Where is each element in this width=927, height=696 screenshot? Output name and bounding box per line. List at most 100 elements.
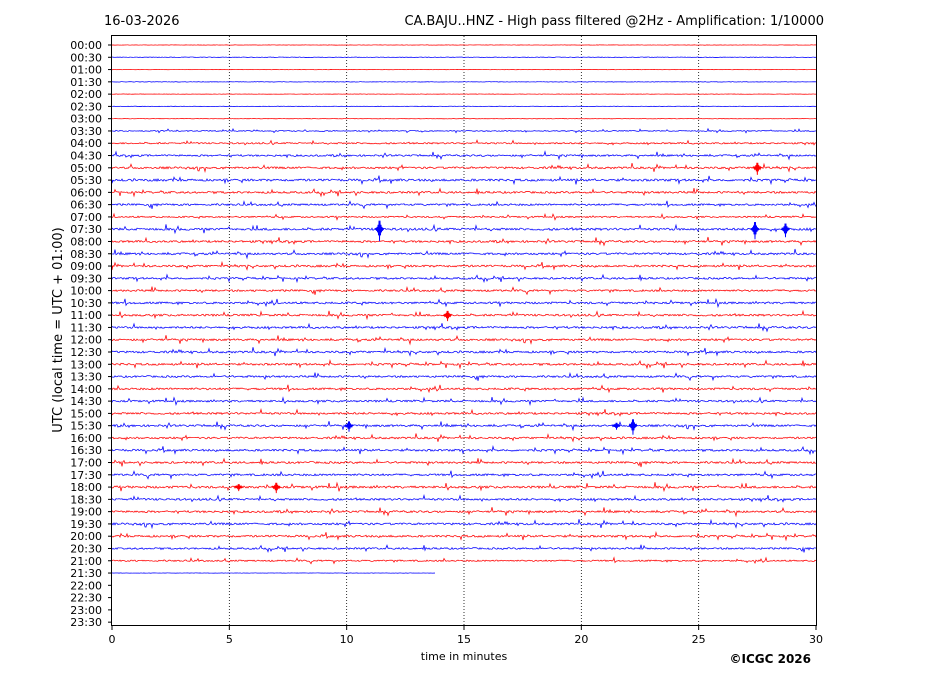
y-tick-label: 13:00 xyxy=(70,358,102,371)
y-tick-label: 21:30 xyxy=(70,567,102,580)
y-tick-label: 03:00 xyxy=(70,113,102,126)
trace-line xyxy=(111,470,817,480)
y-tick-label: 05:30 xyxy=(70,174,102,187)
trace-line xyxy=(111,481,817,493)
y-tick-label: 19:30 xyxy=(70,518,102,531)
trace-line xyxy=(111,518,817,530)
chart-title: CA.BAJU..HNZ - High pass filtered @2Hz -… xyxy=(405,14,825,29)
y-tick-label: 14:30 xyxy=(70,395,102,408)
y-tick-label: 00:00 xyxy=(70,39,102,52)
y-tick-label: 06:00 xyxy=(70,186,102,199)
x-tick-label: 25 xyxy=(692,633,706,646)
y-tick-label: 01:30 xyxy=(70,76,102,89)
trace-line xyxy=(111,273,817,284)
y-tick-label: 17:00 xyxy=(70,457,102,470)
x-ticks: 0 5 10 15 20 25 30 xyxy=(109,626,823,646)
y-tick-label: 12:00 xyxy=(70,334,102,347)
trace-line xyxy=(111,236,817,247)
x-tick-label: 15 xyxy=(457,633,471,646)
y-tick-label: 11:30 xyxy=(70,321,102,334)
trace-line xyxy=(111,544,817,553)
y-tick-label: 10:00 xyxy=(70,285,102,298)
y-tick-label: 18:30 xyxy=(70,493,102,506)
y-tick-label: 18:00 xyxy=(70,481,102,494)
y-tick-label: 15:00 xyxy=(70,407,102,420)
trace-line xyxy=(111,139,817,146)
event-spike xyxy=(375,220,384,242)
y-tick-label: 22:00 xyxy=(70,579,102,592)
event-spike xyxy=(628,419,638,435)
y-tick-label: 06:30 xyxy=(70,199,102,212)
y-tick-label: 22:30 xyxy=(70,592,102,605)
trace-line xyxy=(111,322,817,333)
y-tick-label: 20:30 xyxy=(70,542,102,555)
y-tick-label: 08:30 xyxy=(70,248,102,261)
date-label: 16-03-2026 xyxy=(104,14,180,29)
y-tick-label: 00:30 xyxy=(70,51,102,64)
trace-line xyxy=(111,346,817,357)
y-tick-label: 19:00 xyxy=(70,506,102,519)
y-tick-label: 04:30 xyxy=(70,150,102,163)
trace-line xyxy=(111,248,817,260)
x-tick-label: 30 xyxy=(809,633,823,646)
event-spike xyxy=(612,422,621,430)
y-tick-label: 02:30 xyxy=(70,100,102,113)
trace-line xyxy=(111,150,817,161)
trace-line xyxy=(111,56,817,59)
y-tick-label: 12:30 xyxy=(70,346,102,359)
y-tick-label: 15:30 xyxy=(70,420,102,433)
trace-line xyxy=(111,187,817,198)
y-tick-label: 04:00 xyxy=(70,137,102,150)
y-tick-label: 01:00 xyxy=(70,64,102,77)
trace-line xyxy=(111,223,817,235)
event-spike xyxy=(752,162,762,175)
y-tick-label: 23:00 xyxy=(70,604,102,617)
trace-line xyxy=(111,408,817,417)
event-spike xyxy=(234,484,244,492)
trace-line xyxy=(111,530,817,542)
trace-line xyxy=(111,384,817,394)
trace-line xyxy=(111,457,817,468)
y-tick-label: 02:00 xyxy=(70,88,102,101)
y-tick-label: 09:30 xyxy=(70,272,102,285)
y-tick-label: 09:00 xyxy=(70,260,102,273)
trace-line xyxy=(111,175,817,186)
trace-line xyxy=(111,335,817,346)
trace-line xyxy=(111,127,817,134)
trace-line xyxy=(111,506,817,518)
event-spike xyxy=(443,310,452,322)
y-tick-label: 14:00 xyxy=(70,383,102,396)
x-tick-label: 5 xyxy=(226,633,233,646)
y-tick-label: 21:00 xyxy=(70,555,102,568)
trace-line xyxy=(111,556,817,565)
x-tick-label: 20 xyxy=(574,633,588,646)
y-tick-label: 11:00 xyxy=(70,309,102,322)
trace-line xyxy=(111,200,817,210)
trace-line xyxy=(111,372,817,382)
trace-line xyxy=(111,309,817,321)
event-spike xyxy=(271,482,281,494)
y-tick-label: 20:00 xyxy=(70,530,102,543)
event-spike xyxy=(781,223,790,238)
event-group xyxy=(234,162,790,494)
trace-line xyxy=(111,493,817,503)
x-tick-label: 0 xyxy=(109,633,116,646)
y-tick-label: 07:00 xyxy=(70,211,102,224)
trace-line xyxy=(111,297,817,309)
y-tick-label: 03:30 xyxy=(70,125,102,138)
trace-line xyxy=(111,444,817,456)
y-tick-label: 07:30 xyxy=(70,223,102,236)
trace-group xyxy=(111,44,817,574)
y-tick-label: 10:30 xyxy=(70,297,102,310)
event-spike xyxy=(344,421,354,432)
trace-line xyxy=(111,212,817,221)
copyright-label: ©ICGC 2026 xyxy=(729,652,811,666)
trace-line xyxy=(111,420,817,432)
vertical-grid xyxy=(228,36,700,625)
x-axis-label: time in minutes xyxy=(421,650,508,663)
trace-line xyxy=(111,396,817,407)
y-axis-label: UTC (local time = UTC + 01:00) xyxy=(51,227,66,432)
trace-line xyxy=(111,359,817,370)
x-tick-label: 10 xyxy=(340,633,354,646)
trace-line xyxy=(111,260,817,271)
